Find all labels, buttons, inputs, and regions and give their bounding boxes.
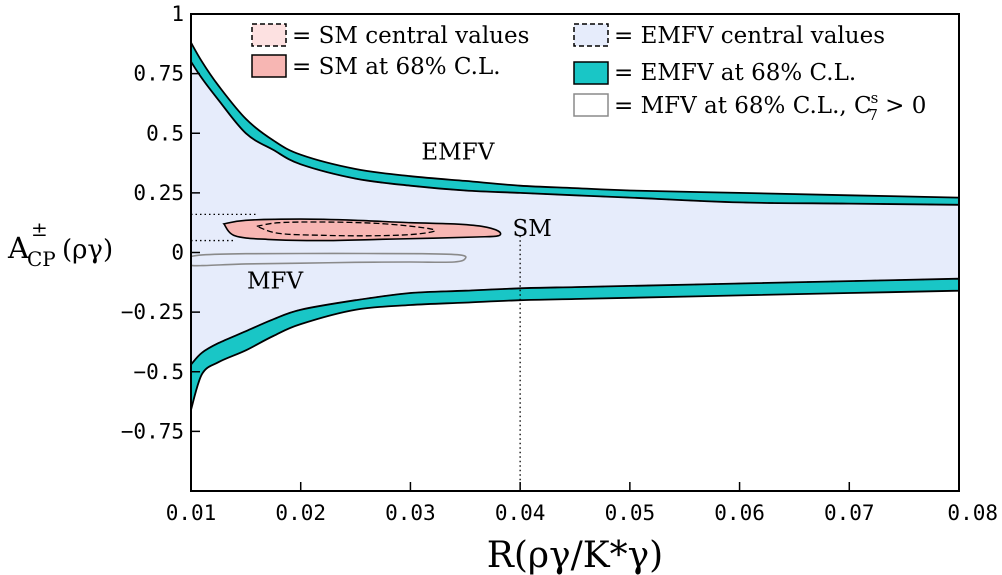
mfv-68cl-contour [191,252,467,267]
legend-swatch-emfv-68 [573,61,609,85]
y-tick-label: 0.25 [133,181,184,205]
legend-swatch-sm-central [251,23,287,47]
x-tick-label: 0.05 [605,501,656,525]
y-tick-label: 0.75 [133,62,184,86]
annotation-mfv: MFV [247,268,304,294]
x-tick-label: 0.03 [385,501,436,525]
emfv-central-lower-boundary [191,278,959,366]
x-tick-label: 0.01 [166,501,217,525]
y-tick-label: 1 [171,2,184,26]
legend-swatch-sm-68 [251,54,287,78]
legend-swatch-emfv-central [573,23,609,47]
y-axis-label-sup: ± [31,217,48,241]
legend-label-sm-68: = SM at 68% C.L. [292,54,501,80]
x-tick-label: 0.06 [714,501,765,525]
y-tick-label: −0.25 [121,300,184,324]
emfv-central-region [191,61,959,365]
y-tick-label: −0.75 [121,419,184,443]
legend-label-mfv-68: = MFV at 68% C.L., Cs 7 > 0 [614,89,926,124]
x-tick-label: 0.02 [275,501,326,525]
sm-68cl-contour [222,218,502,242]
y-tick-label: −0.5 [133,360,184,384]
y-axis-ticks: 1 0.75 0.5 0.25 0 −0.25 −0.5 −0.75 [121,2,200,443]
x-tick-label: 0.04 [495,501,546,525]
annotation-emfv: EMFV [421,139,494,165]
y-axis-label: A ± CP (ργ) [7,217,113,271]
y-tick-label: 0 [171,241,184,265]
annotation-sm: SM [512,216,551,242]
legend-label-emfv-central: = EMFV central values [614,23,885,49]
x-axis-ticks: 0.01 0.02 0.03 0.04 0.05 0.06 0.07 0.08 [166,482,998,525]
legend-label-emfv-68: = EMFV at 68% C.L. [614,60,856,86]
y-tick-label: 0.5 [146,121,184,145]
legend: = SM central values = SM at 68% C.L. = E… [251,23,926,124]
y-axis-label-base: A [7,231,30,265]
x-tick-label: 0.07 [824,501,875,525]
legend-swatch-mfv-68 [573,93,609,117]
emfv-central-upper-boundary [191,61,959,206]
x-tick-label: 0.08 [947,501,998,525]
x-axis-label: R(ργ/K*γ) [487,535,663,575]
plot-area [191,40,959,491]
legend-label-sm-central: = SM central values [292,23,529,49]
y-axis-label-sub: CP [27,247,56,271]
y-axis-label-tail: (ργ) [62,235,113,265]
